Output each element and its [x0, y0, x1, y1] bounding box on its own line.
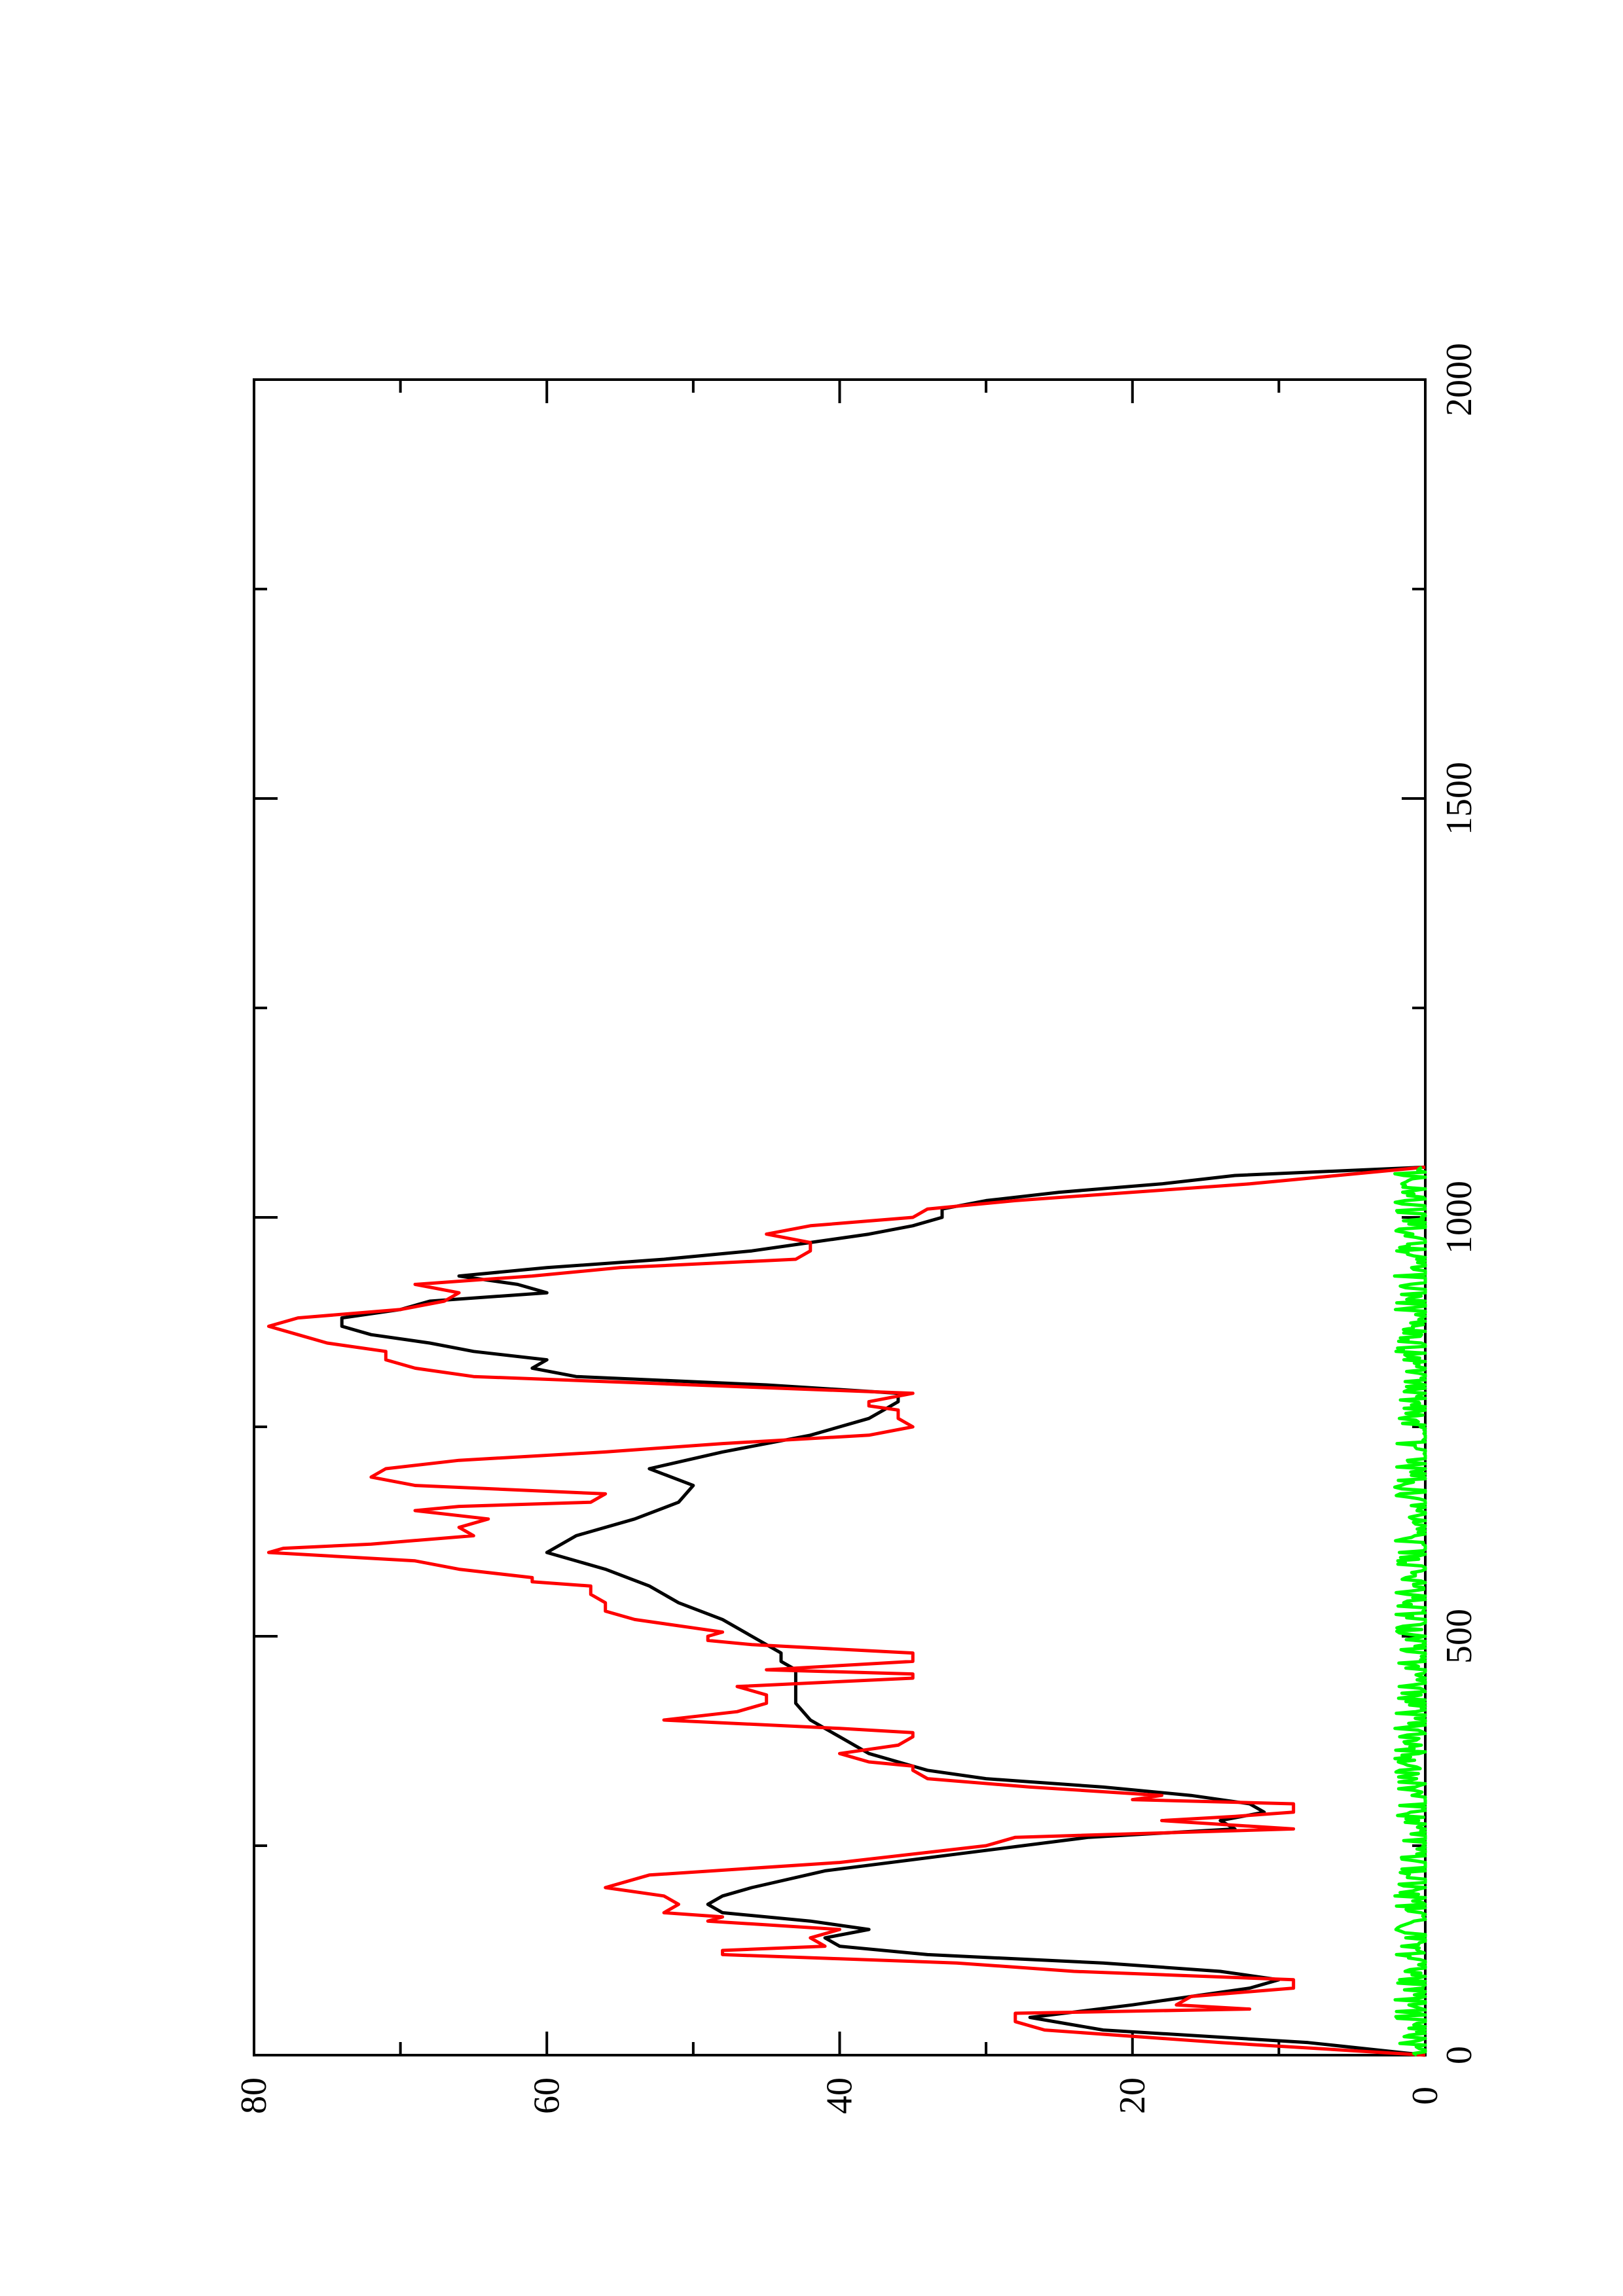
y-tick-label: 60 [526, 2077, 567, 2114]
y-tick-label: 40 [820, 2077, 860, 2114]
x-tick-label: 2000 [1439, 343, 1480, 416]
x-tick-label: 500 [1439, 1609, 1480, 1664]
series-green-line [1393, 1166, 1427, 2057]
x-tick-label: 1000 [1439, 1181, 1480, 1254]
x-tick-label: 1500 [1439, 762, 1480, 835]
y-tick-label: 20 [1112, 2077, 1153, 2114]
y-tick-label: 80 [234, 2077, 274, 2114]
series-group [266, 1165, 1427, 2057]
series-black-line [340, 1165, 1426, 2057]
tick-group [253, 378, 1427, 2056]
y-tick-label: 0 [1405, 2087, 1446, 2105]
tick-label-group: 0 500 1000 1500 2000 0 20 40 60 80 [234, 343, 1480, 2114]
x-tick-label: 0 [1439, 2046, 1480, 2064]
series-red-line [266, 1165, 1426, 2057]
